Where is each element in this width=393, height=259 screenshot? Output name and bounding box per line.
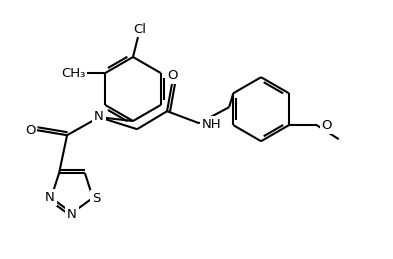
Text: S: S [92, 192, 100, 205]
Text: O: O [167, 69, 177, 82]
Text: NH: NH [202, 118, 222, 131]
Text: N: N [94, 110, 104, 123]
Text: O: O [25, 124, 35, 137]
Text: N: N [45, 191, 55, 204]
Text: O: O [321, 119, 332, 132]
Text: Cl: Cl [134, 23, 147, 35]
Text: CH₃: CH₃ [61, 67, 85, 80]
Text: N: N [67, 207, 77, 220]
